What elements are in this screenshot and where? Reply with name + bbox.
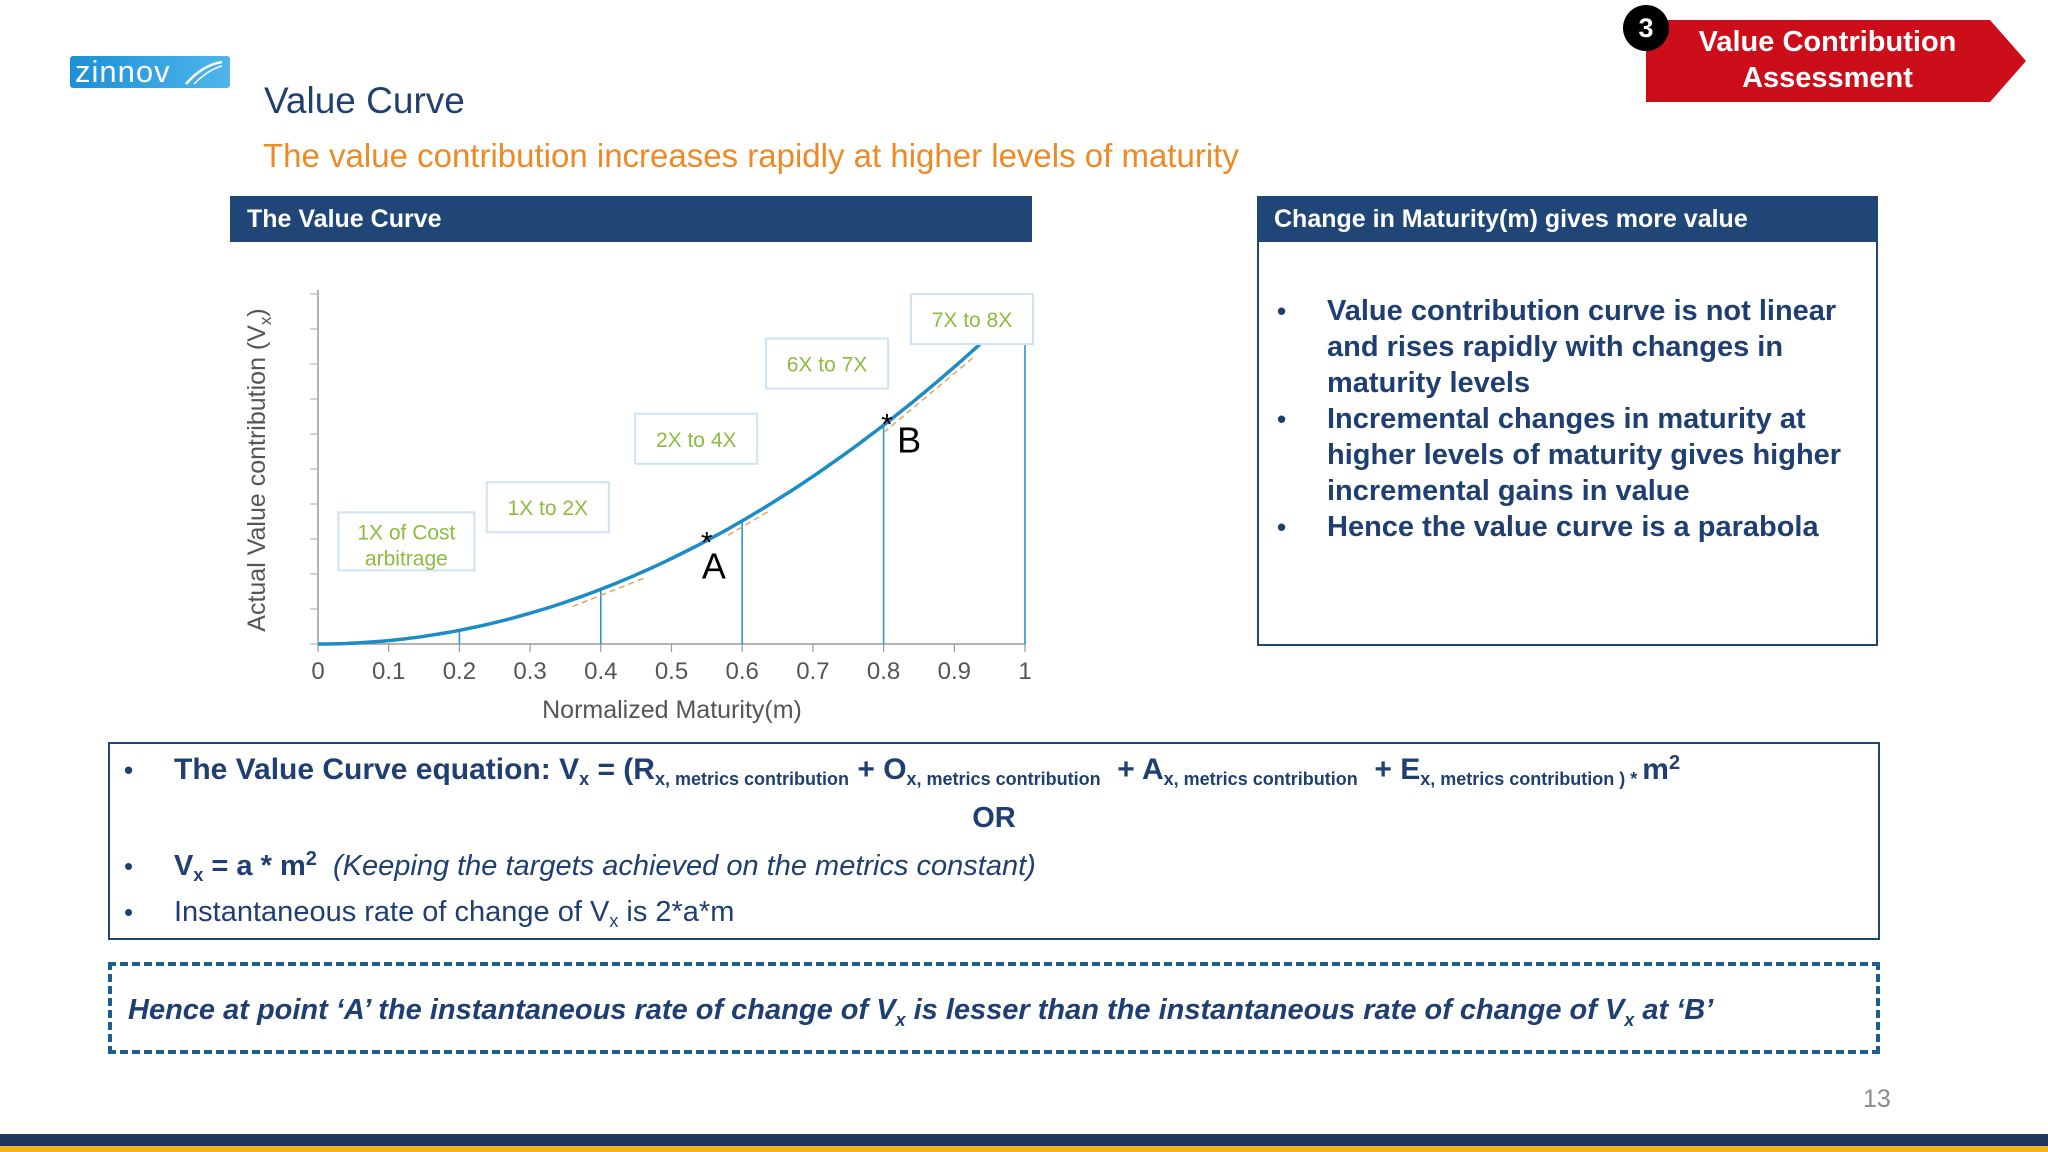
rate-of-change-statement: • Instantaneous rate of change of Vx is 2… xyxy=(124,896,734,932)
badge-line-2: Assessment xyxy=(1742,62,1913,94)
y-axis-label: Actual Value contribution (Vx) xyxy=(243,308,275,631)
y-axis-label-sub: x xyxy=(256,316,275,325)
x-tick-label: 0.6 xyxy=(726,658,759,685)
page-title: Value Curve xyxy=(264,80,465,121)
eq-square: 2 xyxy=(1668,752,1681,774)
x-tick-label: 0.2 xyxy=(443,658,476,685)
chart-panel-header: The Value Curve xyxy=(230,196,1032,242)
conclusion-part-2: is lesser than the instantaneous rate of… xyxy=(905,994,1625,1026)
rate-sub: x xyxy=(609,911,619,931)
bullet: • xyxy=(124,851,134,881)
simplified-equation: • Vx = a * m2 (Keeping the targets achiev… xyxy=(124,848,1036,886)
alt-eq: = a * m xyxy=(203,850,306,882)
maturity-panel-header: Change in Maturity(m) gives more value xyxy=(1257,196,1878,242)
eq-m: m xyxy=(1642,753,1669,786)
eq-term-sub-o: x, metrics contribution xyxy=(906,769,1101,789)
step-number-badge: 3 xyxy=(1623,5,1669,51)
y-axis-label-close: ) xyxy=(243,308,271,316)
conclusion-sub-2: x xyxy=(1624,1010,1635,1030)
region-label-box xyxy=(337,511,476,572)
conclusion-part-1: Hence at point ‘A’ the instantaneous rat… xyxy=(128,994,896,1026)
region-label-box xyxy=(634,412,759,465)
eq-plus-a: + A xyxy=(1108,753,1164,786)
maturity-bullet: Value contribution curve is not linear a… xyxy=(1277,293,1867,401)
maturity-bullet-list: Value contribution curve is not linear a… xyxy=(1277,293,1867,545)
region-label: 1X to 2X xyxy=(507,497,588,520)
alt-formula: Vx = a * m2 xyxy=(174,848,317,885)
x-axis-label: Normalized Maturity(m) xyxy=(542,696,802,724)
point-asterisk: * xyxy=(881,408,893,441)
or-separator: OR xyxy=(972,802,1016,834)
point-asterisk: * xyxy=(701,527,713,560)
point-label: A xyxy=(702,546,726,587)
conclusion-sub-1: x xyxy=(895,1010,906,1030)
x-tick-label: 0.3 xyxy=(513,658,546,685)
badge-arrow-shape xyxy=(1646,20,2026,102)
eq-sub-x: x xyxy=(579,769,590,789)
eq-open: = (R xyxy=(589,753,655,786)
bullet: • xyxy=(124,897,134,927)
eq-close: ) * xyxy=(1614,769,1643,789)
rate-pre: Instantaneous rate of change of V xyxy=(174,896,610,928)
alt-v: V xyxy=(174,850,194,882)
x-tick-label: 0.9 xyxy=(938,658,971,685)
region-label: 7X to 8X xyxy=(932,309,1013,332)
equation-box: • The Value Curve equation: Vx = (Rx, met… xyxy=(108,742,1880,940)
maturity-bullet: Hence the value curve is a parabola xyxy=(1277,509,1867,545)
eq-plus-o: + O xyxy=(849,753,907,786)
rate-post: is 2*a*m xyxy=(618,896,735,928)
eq-plus-e: + E xyxy=(1366,753,1421,786)
bullet: • xyxy=(124,755,134,785)
value-curve-chart: 0 0.1 0.2 0.3 0.4 0.5 0.6 0.7 0.8 0.9 1 1X of Cost… xyxy=(243,290,1034,724)
eq-term-sub-a: x, metrics contribution xyxy=(1163,769,1358,789)
eq-term-sub-r: x, metrics contribution xyxy=(654,769,849,789)
conclusion-box: Hence at point ‘A’ the instantaneous rat… xyxy=(108,962,1880,1054)
eq-term-sub-e: x, metrics contribution xyxy=(1420,769,1615,789)
tangent-line xyxy=(727,509,771,536)
region-label-box xyxy=(765,337,890,390)
page-number: 13 xyxy=(1863,1085,1891,1113)
x-tick-label: 0.8 xyxy=(867,658,900,685)
x-tick-label: 0.7 xyxy=(796,658,829,685)
region-label: 6X to 7X xyxy=(787,354,868,377)
x-tick-label: 0.1 xyxy=(372,658,405,685)
footer-accent-bar xyxy=(0,1146,2048,1152)
section-badge-label: Value Contribution Assessment xyxy=(1660,24,1995,96)
footer-bar xyxy=(0,1134,2048,1146)
swoosh-icon xyxy=(185,60,223,85)
maturity-bullet: Incremental changes in maturity at highe… xyxy=(1277,401,1867,509)
eq-prefix: The Value Curve equation: V xyxy=(174,753,580,786)
alt-note: (Keeping the targets achieved on the met… xyxy=(332,850,1036,882)
alt-square: 2 xyxy=(305,848,317,870)
zinnov-logo: zinnov xyxy=(70,56,230,88)
alt-sub: x xyxy=(193,865,204,885)
x-tick-label: 0.5 xyxy=(655,658,688,685)
conclusion-part-3: at ‘B’ xyxy=(1634,994,1714,1026)
region-label: arbitrage xyxy=(365,547,448,570)
page-subtitle: The value contribution increases rapidly… xyxy=(263,137,1239,174)
region-label: 2X to 4X xyxy=(656,429,737,452)
region-label-box xyxy=(909,293,1034,346)
x-tick-label: 0.4 xyxy=(584,658,617,685)
maturity-panel: Change in Maturity(m) gives more value V… xyxy=(1257,196,1878,646)
value-curve-line xyxy=(318,300,1027,646)
value-curve-equation: • The Value Curve equation: Vx = (Rx, met… xyxy=(124,752,1680,790)
x-tick-label: 1 xyxy=(1018,658,1031,685)
conclusion-text: Hence at point ‘A’ the instantaneous rat… xyxy=(128,994,1713,1031)
logo-text: zinnov xyxy=(75,56,171,88)
x-tick-label: 0 xyxy=(311,658,324,685)
y-axis-label-main: Actual Value contribution (V xyxy=(243,325,271,632)
tangent-line xyxy=(572,577,644,608)
region-label: 1X of Cost xyxy=(357,521,455,544)
badge-line-1: Value Contribution xyxy=(1698,26,1957,58)
region-label-box xyxy=(485,481,610,534)
point-label: B xyxy=(897,419,921,460)
